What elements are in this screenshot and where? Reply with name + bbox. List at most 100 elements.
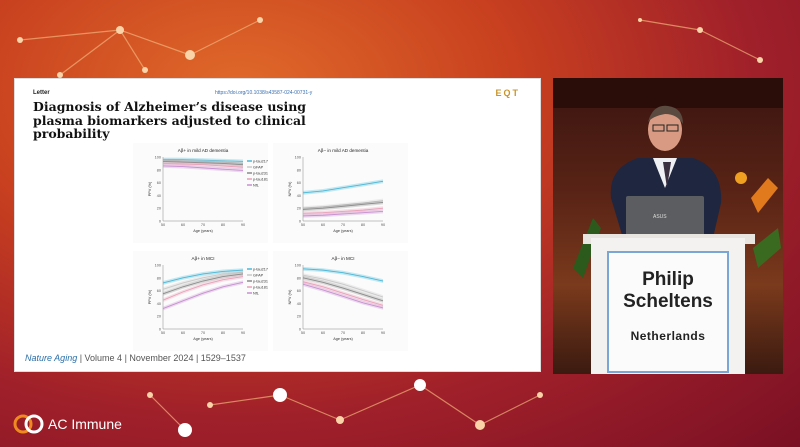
eqt-logo: EQT: [495, 88, 520, 98]
chart-svg: Aβ− in MCI 100 80 60 40 20 050 60 70 80 90 NPV (%) A…: [288, 256, 385, 341]
speaker-video-feed: ASUS Philip Scheltens Netherlands: [553, 78, 783, 374]
legend-label: p-tau217: [253, 159, 268, 163]
x-axis-label: Age (years): [193, 337, 213, 341]
series-band: [163, 161, 243, 170]
chart-title: Aβ− in mild AD dementia: [318, 148, 369, 153]
series-line: [162, 276, 244, 301]
paper-title-line: probability: [33, 126, 110, 141]
speaker-country: Netherlands: [630, 329, 706, 343]
ac-immune-brand-text: AC Immune: [48, 416, 122, 432]
series-band: [163, 270, 243, 292]
legend-label: p-tau217: [253, 267, 268, 271]
chart-title: Aβ+ in MCI: [192, 256, 215, 261]
legend-label: p-tau231: [253, 279, 268, 283]
legend-label: p-tau231: [253, 171, 268, 175]
y-tick-label: 60: [157, 181, 161, 185]
x-tick-label: 90: [241, 223, 245, 227]
series-band: [163, 274, 243, 303]
series-line: [302, 207, 384, 214]
chart-panel-npv-ad: Aβ− in mild AD dementia 100 80 60 40 20 0 50 60 7…: [273, 143, 408, 243]
y-tick-label: 0: [299, 220, 301, 224]
series-line: [162, 165, 244, 171]
x-tick-label: 60: [181, 223, 185, 227]
y-tick-label: 100: [295, 264, 301, 268]
series-line: [163, 159, 244, 162]
doi-link[interactable]: https://doi.org/10.1038/s43587-024-00731…: [215, 90, 313, 96]
y-tick-label: 40: [297, 194, 301, 198]
y-tick-label: 80: [157, 168, 161, 172]
y-tick-label: 80: [157, 276, 161, 280]
slide-header: Letter https://doi.org/10.1038/s43587-02…: [33, 88, 528, 100]
series-line: [302, 281, 384, 306]
series-line: [302, 201, 384, 210]
series-band: [163, 280, 243, 311]
series-line: [162, 161, 244, 166]
series-line: [162, 269, 244, 284]
y-tick-label: 80: [297, 276, 301, 280]
x-axis-label: Age (years): [333, 337, 353, 341]
legend-label: p-tau181: [253, 285, 268, 289]
y-axis-label: NPV (%): [288, 181, 292, 197]
y-tick-label: 60: [297, 181, 301, 185]
y-axis-label: NPV (%): [288, 289, 292, 305]
y-axis-label: PPV (%): [148, 181, 152, 196]
legend-label: NfL: [253, 183, 259, 187]
y-tick-label: 0: [159, 328, 161, 332]
series-line: [302, 277, 384, 302]
y-tick-label: 0: [299, 328, 301, 332]
x-tick-label: 90: [381, 223, 385, 227]
y-tick-label: 60: [157, 289, 161, 293]
series-line: [302, 268, 384, 282]
y-tick-label: 80: [297, 168, 301, 172]
article-type-label: Letter: [33, 90, 50, 96]
laptop: [626, 196, 704, 236]
chart-panel-npv-mci: Aβ− in MCI 100 80 60 40 20 0 50 60 70 80 90 NPV (%) A…: [273, 251, 408, 351]
x-tick-label: 50: [161, 331, 165, 335]
x-tick-label: 50: [161, 223, 165, 227]
y-tick-label: 40: [157, 194, 161, 198]
y-tick-label: 20: [157, 207, 161, 211]
x-tick-label: 80: [361, 331, 365, 335]
ac-immune-logo-icon: [13, 414, 44, 434]
laptop-brand-label: ASUS: [653, 214, 667, 220]
chart-panel-ppv-mci: Aβ+ in MCI 100 80 60 40 20 0 50 60 70 80 90 PPV (%) A…: [133, 251, 268, 351]
series-line: [302, 180, 384, 194]
chart-title: Aβ+ in mild AD dementia: [178, 148, 229, 153]
chart-panel-ppv-ad: Aβ+ in mild AD dementia 100 80 60 40 20 0 50 60 7…: [133, 143, 268, 243]
series-band: [303, 266, 383, 283]
series-band: [163, 272, 243, 296]
paper-title-line: Diagnosis of Alzheimer’s disease using: [33, 99, 307, 114]
x-tick-label: 70: [341, 223, 345, 227]
x-tick-label: 60: [321, 331, 325, 335]
y-tick-label: 20: [157, 315, 161, 319]
y-tick-label: 20: [297, 207, 301, 211]
series-line: [302, 283, 384, 309]
speaker-last-name: Scheltens: [623, 291, 713, 312]
x-tick-label: 70: [201, 331, 205, 335]
x-tick-label: 50: [301, 223, 305, 227]
series-line: [162, 281, 244, 309]
presentation-slide: Letter https://doi.org/10.1038/s43587-02…: [14, 78, 541, 372]
journal-name: Nature Aging: [25, 353, 78, 363]
y-tick-label: 0: [159, 220, 161, 224]
y-tick-label: 100: [295, 156, 301, 160]
y-tick-label: 40: [297, 302, 301, 306]
series-band: [163, 268, 243, 285]
y-tick-label: 100: [155, 156, 161, 160]
paper-title-line: plasma biomarkers adjusted to clinical: [33, 112, 306, 128]
x-tick-label: 80: [221, 223, 225, 227]
x-tick-label: 90: [381, 331, 385, 335]
speaker-name-sign: Philip Scheltens Netherlands: [607, 251, 729, 373]
x-tick-label: 70: [201, 223, 205, 227]
x-tick-label: 60: [181, 331, 185, 335]
speaker-first-name: Philip: [642, 269, 694, 290]
series-line: [302, 200, 384, 209]
y-tick-label: 20: [297, 315, 301, 319]
chart-svg: Aβ+ in MCI 100 80 60 40 20 050 60 70 80 90 PPV (%) A…: [148, 256, 268, 341]
x-tick-label: 90: [241, 331, 245, 335]
x-tick-label: 80: [221, 331, 225, 335]
y-tick-label: 40: [157, 302, 161, 306]
x-tick-label: 80: [361, 223, 365, 227]
chart-title: Aβ− in MCI: [332, 256, 355, 261]
